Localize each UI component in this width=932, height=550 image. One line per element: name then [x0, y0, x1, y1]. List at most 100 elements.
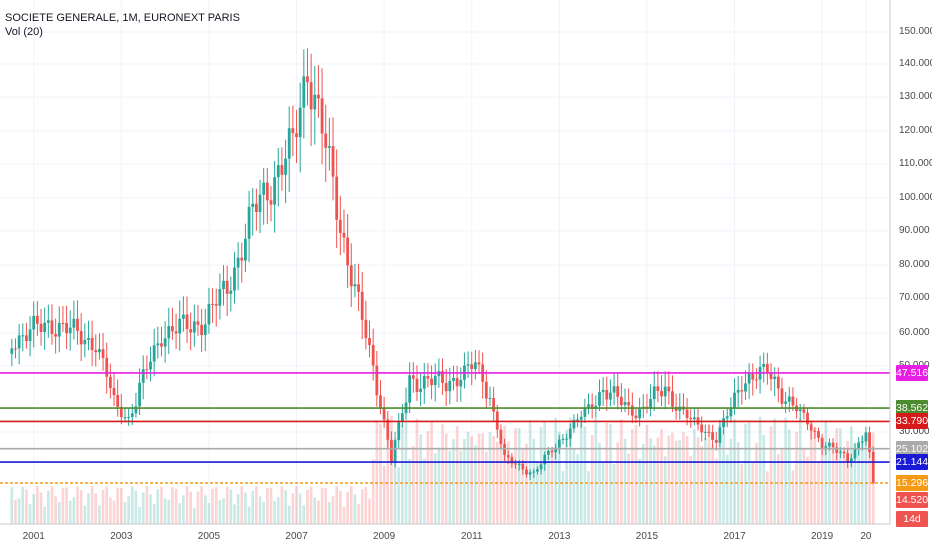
chart-title: SOCIETE GENERALE, 1M, EURONEXT PARIS — [5, 12, 240, 24]
volume-bar — [36, 486, 39, 524]
candle-body — [660, 391, 663, 397]
candle-body — [747, 373, 751, 384]
candle-body — [35, 315, 39, 324]
candle-body — [857, 442, 861, 449]
volume-bar — [543, 421, 547, 524]
volume-bar — [200, 486, 203, 524]
candle-body — [317, 94, 320, 99]
volume-bar — [273, 500, 276, 524]
candle-body — [798, 409, 802, 412]
candle-body — [400, 413, 404, 422]
volume-bar — [214, 487, 218, 524]
volume-bar — [474, 445, 477, 524]
volume-bar — [802, 447, 806, 524]
candle-body — [214, 304, 218, 306]
volume-indicator-label[interactable]: Vol (20) — [5, 26, 43, 38]
candle-body — [76, 318, 79, 331]
candle-body — [853, 448, 857, 459]
volume-bar — [813, 427, 817, 524]
price-tick-label: 110.000 — [899, 158, 932, 169]
time-tick-label: 2011 — [460, 531, 483, 542]
candle-body — [54, 333, 58, 337]
candle-body — [357, 284, 360, 292]
volume-bar — [682, 432, 685, 524]
candle-body — [506, 455, 510, 458]
candle-body — [87, 337, 90, 340]
candle-body — [269, 200, 273, 205]
candle-body — [65, 322, 68, 334]
candle-body — [802, 409, 806, 413]
candle-body — [499, 429, 503, 445]
volume-bar — [547, 456, 550, 524]
volume-bar — [514, 428, 517, 524]
time-tick-label: 2015 — [635, 531, 659, 542]
candle-body — [773, 376, 777, 380]
candle-body — [550, 450, 554, 453]
price-tick-label: 130.000 — [899, 91, 932, 102]
candle-body — [408, 375, 412, 403]
candle-body — [61, 322, 65, 324]
volume-bar — [722, 429, 725, 524]
volume-bar — [660, 429, 663, 524]
candle-body — [306, 76, 309, 83]
candle-body — [397, 421, 401, 441]
candle-body — [244, 238, 247, 261]
candle-body — [225, 280, 229, 294]
candle-body — [284, 158, 287, 175]
level-price-badge: 25.102 — [896, 440, 929, 457]
candle-body — [353, 284, 357, 287]
candle-body — [630, 405, 634, 416]
volume-bar — [397, 467, 401, 524]
candle-body — [703, 431, 707, 433]
candle-body — [448, 380, 452, 392]
candle-body — [196, 321, 200, 325]
volume-bar — [857, 441, 860, 524]
volume-bar — [335, 486, 338, 524]
candle-body — [842, 451, 846, 454]
candle-body — [335, 176, 339, 220]
level-price-badge: 21.144 — [896, 454, 929, 471]
candle-body — [90, 337, 94, 351]
volume-bar — [751, 461, 755, 524]
candle-body — [415, 378, 419, 392]
candle-body — [14, 348, 17, 350]
candle-body — [864, 432, 868, 442]
volume-bar — [587, 471, 590, 524]
candle-body — [422, 376, 426, 389]
candle-body — [262, 182, 266, 195]
volume-bar — [693, 428, 696, 524]
candle-body — [171, 326, 174, 332]
volume-bar — [685, 435, 689, 524]
volume-bar — [725, 454, 729, 524]
volume-bar — [777, 454, 780, 524]
candle-body — [360, 291, 364, 320]
volume-bar — [17, 498, 21, 524]
volume-bar — [353, 494, 357, 524]
candle-body — [441, 371, 444, 383]
volume-bar — [244, 492, 247, 524]
volume-bar — [437, 447, 441, 524]
candle-body — [291, 128, 295, 134]
candle-body — [769, 372, 773, 380]
candle-body — [112, 388, 116, 396]
candle-body — [21, 335, 25, 337]
volume-bar — [784, 417, 787, 524]
volume-bar — [663, 456, 667, 524]
volume-bar — [773, 418, 776, 524]
candle-body — [101, 349, 105, 358]
candle-body — [280, 165, 284, 175]
candle-body — [141, 369, 145, 383]
time-tick-label: 2001 — [22, 531, 45, 542]
candle-body — [138, 382, 141, 407]
candle-body — [192, 321, 196, 333]
candle-body — [152, 345, 156, 362]
candle-body — [160, 343, 163, 347]
candle-body — [309, 82, 313, 110]
candle-body — [605, 389, 609, 400]
candle-body — [411, 375, 415, 379]
volume-bar — [572, 449, 576, 524]
volume-bar — [160, 486, 163, 524]
volume-bar — [196, 491, 200, 524]
volume-bar — [298, 493, 302, 524]
